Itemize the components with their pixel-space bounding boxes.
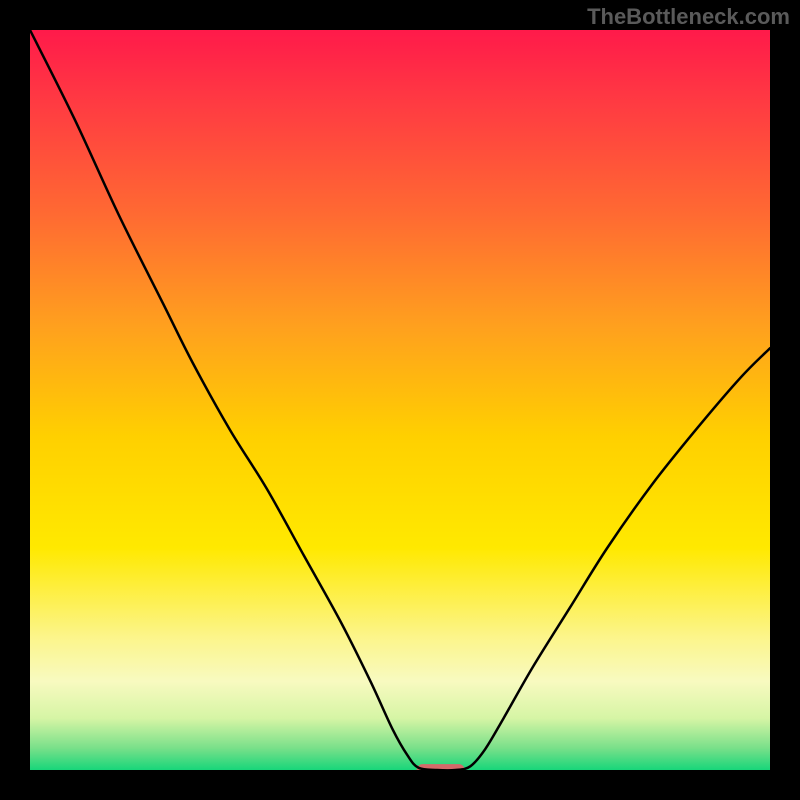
plot-background [30, 30, 770, 770]
watermark-label: TheBottleneck.com [587, 4, 790, 30]
bottleneck-chart: TheBottleneck.com [0, 0, 800, 800]
chart-svg [0, 0, 800, 800]
